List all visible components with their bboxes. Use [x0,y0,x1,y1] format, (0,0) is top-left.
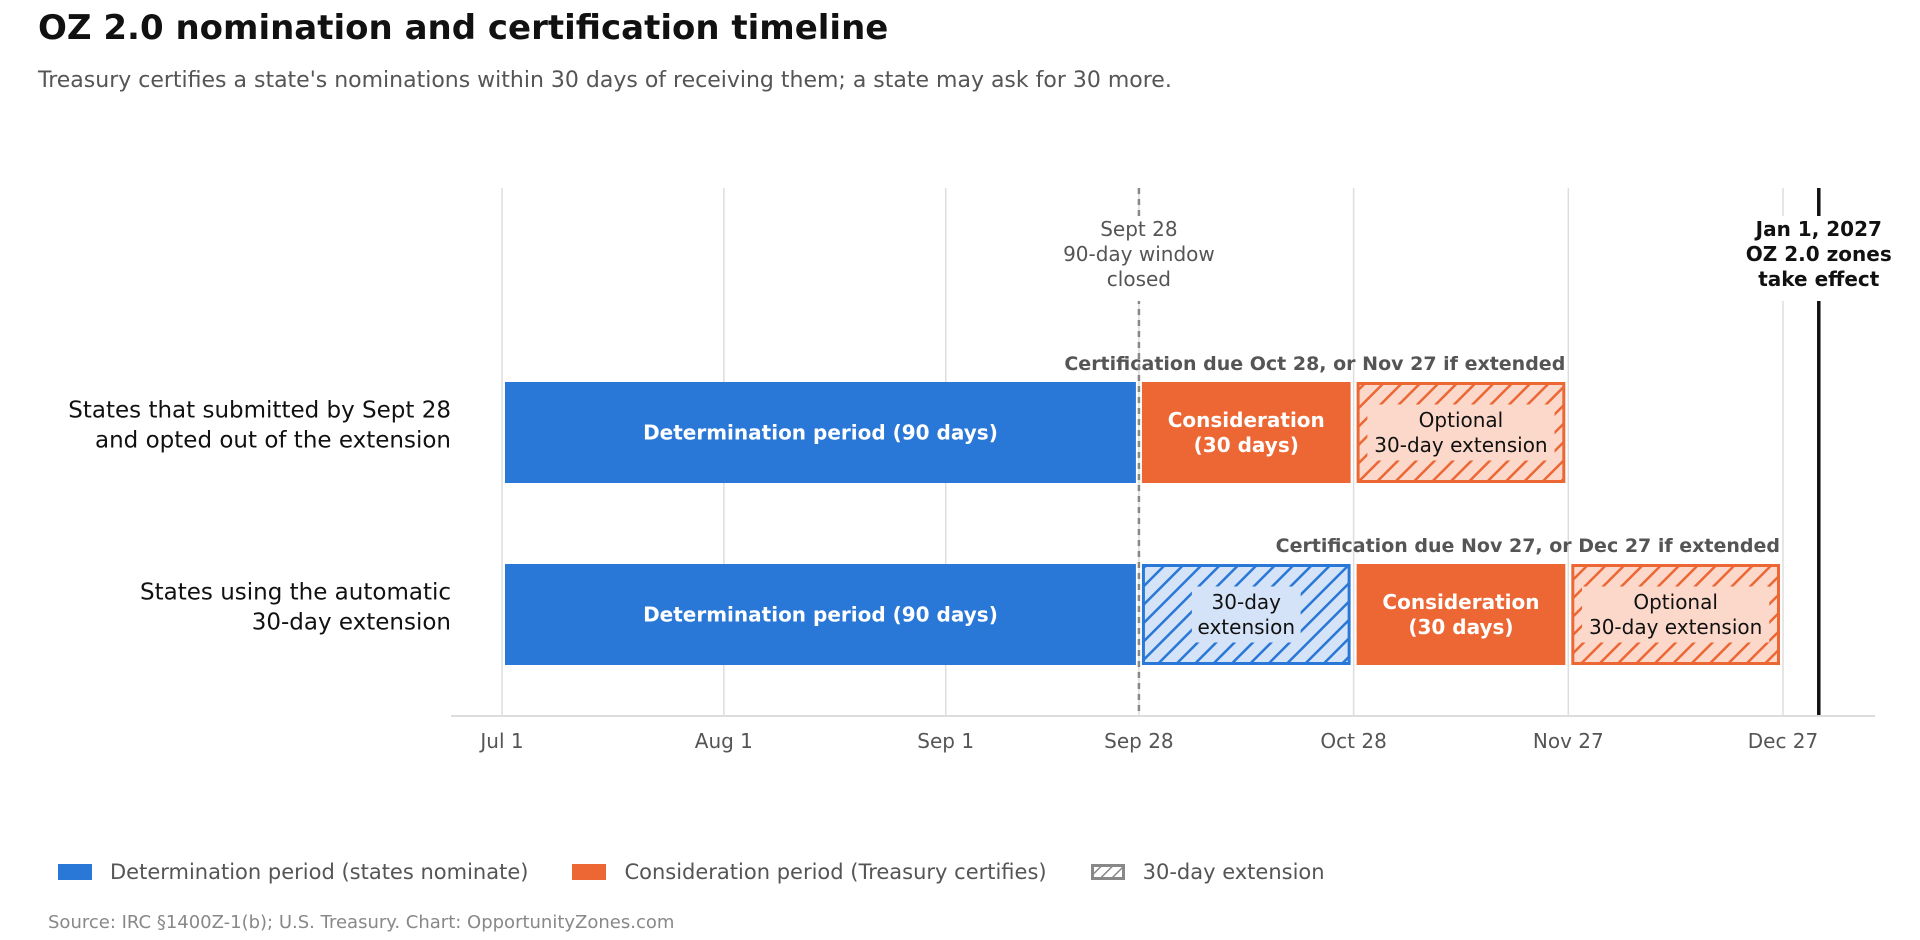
chart-title: OZ 2.0 nomination and certification time… [38,8,889,48]
bar-label-line: Optional [1633,590,1718,614]
timeline-chart: States that submitted by Sept 28 and opte… [68,188,1894,753]
bar-label: Optional 30-day extension [1589,590,1762,639]
row-label-line: and opted out of the extension [95,428,451,454]
marker-label-line: closed [1107,267,1171,291]
bar-label-line: Determination period (90 days) [643,421,998,445]
bar-label-line: 30-day extension [1374,433,1547,457]
bar-label: Consideration (30 days) [1382,590,1539,639]
legend-item-extension: 30-day extension [1090,860,1325,884]
bars-layer: States that submitted by Sept 28 and opte… [68,382,1780,665]
bar-label-bg [1582,586,1770,643]
legend-swatch-determination [58,864,92,880]
marker-label-line: 90-day window [1063,242,1215,266]
bar-label-line: 30-day extension [1589,615,1762,639]
x-tick-label: Nov 27 [1533,729,1604,753]
legend-swatch-extension [1090,864,1125,880]
bar-label-line: Determination period (90 days) [643,603,998,627]
legend-swatch-consideration [572,864,607,880]
legend-label: Consideration period (Treasury certifies… [624,860,1047,884]
bar-label-bg [1367,404,1555,461]
bar-segment-determination [505,564,1136,665]
legend-item-determination: Determination period (states nominate) [58,860,528,884]
bar-label-line: (30 days) [1194,433,1299,457]
row-annotation: Certification due Oct 28, or Nov 27 if e… [1064,353,1565,375]
bar-segment-consideration [1356,564,1566,665]
bar-label: 30-day extension [1198,590,1296,639]
row-annotation: Certification due Nov 27, or Dec 27 if e… [1276,535,1780,557]
marker-label: Sept 28 90-day window closed [1063,217,1215,291]
bar-label-bg [1191,586,1301,643]
x-tick-label: Sep 28 [1104,729,1174,753]
row-label-line: 30-day extension [252,610,451,636]
x-tick-label: Aug 1 [695,729,753,753]
bar-label: Optional 30-day extension [1374,408,1547,457]
bar-label-line: (30 days) [1408,615,1513,639]
marker-label-line: take effect [1758,267,1880,291]
row-label-line: States that submitted by Sept 28 [68,398,451,424]
legend-label: 30-day extension [1142,860,1325,884]
marker-label: Jan 1, 2027 OZ 2.0 zones take effect [1746,217,1892,291]
bar-label-line: Consideration [1382,590,1539,614]
chart-subtitle: Treasury certifies a state's nominations… [38,68,1172,93]
bar-segment-consideration [1141,382,1351,483]
bar-label-line: 30-day [1212,590,1282,614]
marker-label-line: Jan 1, 2027 [1754,217,1882,241]
marker-label-line: Sept 28 [1100,217,1177,241]
legend-label: Determination period (states nominate) [110,860,529,884]
marker-label-line: OZ 2.0 zones [1746,242,1892,266]
x-tick-label: Jul 1 [478,729,523,753]
bar-label-line: extension [1198,615,1296,639]
x-tick-label: Dec 27 [1748,729,1819,753]
row-label: States using the automatic 30-day extensi… [140,580,451,636]
marker-label-bg [1743,216,1894,301]
bar-label-line: Optional [1419,408,1504,432]
bar-label: Determination period (90 days) [643,421,998,445]
annotation-layer: Certification due Oct 28, or Nov 27 if e… [1057,188,1894,716]
bar-label: Consideration (30 days) [1168,408,1325,457]
row-label-line: States using the automatic [140,580,451,606]
bar-label: Determination period (90 days) [643,603,998,627]
x-tick-label: Oct 28 [1320,729,1386,753]
x-tick-label: Sep 1 [917,729,974,753]
x-axis: Jul 1 Aug 1 Sep 1 Sep 28 Oct 28 Nov 27 Dec 27 [451,715,1875,753]
bar-segment-determination [505,382,1136,483]
marker-label-bg [1057,216,1220,301]
row-label: States that submitted by Sept 28 and opte… [68,398,451,454]
bar-label-line: Consideration [1168,408,1325,432]
source-note: Source: IRC §1400Z-1(b); U.S. Treasury. … [48,912,675,933]
legend-item-consideration: Consideration period (Treasury certifies… [572,860,1047,884]
legend: Determination period (states nominate) C… [58,858,1369,886]
